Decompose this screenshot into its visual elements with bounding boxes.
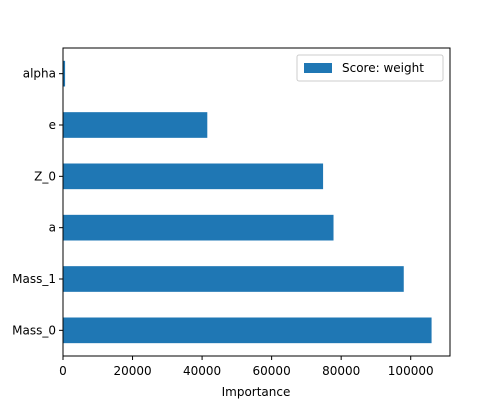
y-tick-label: alpha (23, 67, 56, 81)
x-tick-label: 0 (59, 364, 67, 378)
y-tick-label: Mass_0 (12, 323, 56, 337)
y-tick-label: Z_0 (34, 169, 56, 183)
x-tick-label: 40000 (183, 364, 221, 378)
x-axis: 0 20000 40000 60000 80000 100000 (59, 356, 434, 378)
x-tick-label: 80000 (322, 364, 360, 378)
bar-a (63, 214, 334, 241)
plot-frame (62, 47, 451, 357)
x-tick-label: 20000 (113, 364, 151, 378)
bar-e (63, 112, 208, 138)
legend-swatch (304, 63, 332, 73)
x-tick-label: 60000 (253, 364, 291, 378)
bars-group (63, 60, 432, 344)
y-tick-label: Mass_1 (12, 272, 56, 286)
x-tick-label: 100000 (388, 364, 434, 378)
bar-z-0 (63, 163, 324, 190)
legend: Score: weight (296, 54, 444, 82)
legend-label: Score: weight (342, 61, 424, 75)
y-tick-label: a (49, 221, 56, 235)
y-tick-label: e (49, 118, 56, 132)
y-axis: Mass_0 Mass_1 a Z_0 e alpha (12, 67, 63, 337)
bar-mass-0 (63, 317, 432, 344)
bar-alpha (63, 60, 66, 87)
bar-mass-1 (63, 266, 404, 292)
x-axis-title: Importance (222, 385, 291, 399)
legend-frame (296, 54, 444, 82)
